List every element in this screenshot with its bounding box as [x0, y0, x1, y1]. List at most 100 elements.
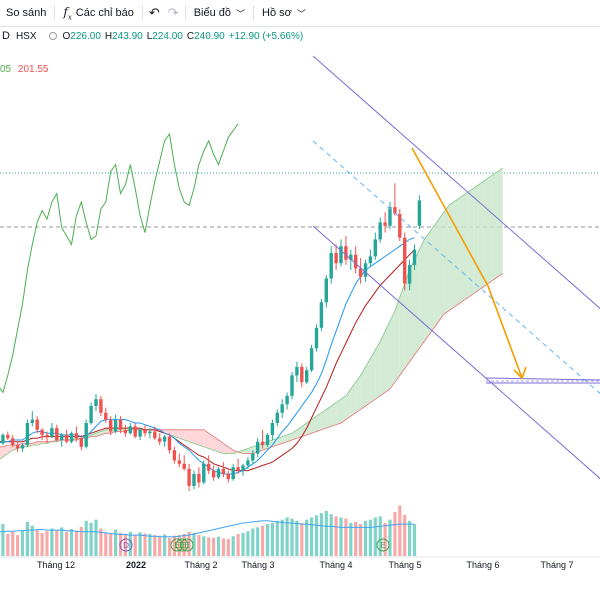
chart-menu-button[interactable]: Biểu đồ ﹀ [188, 0, 251, 26]
volume-bar [158, 535, 162, 556]
profile-menu-button[interactable]: Hồ sơ ﹀ [256, 0, 312, 26]
projection-arrow [411, 147, 523, 379]
volume-bar [251, 528, 255, 556]
volume-bar [212, 537, 216, 556]
ichimoku-cloud [331, 402, 337, 427]
candle-body [295, 366, 299, 376]
indicators-button[interactable]: fx Các chỉ báo [57, 0, 140, 26]
ohlc-legend: D HSX O 226.00 H 243.90 L 224.00 C 240.9… [0, 30, 307, 42]
arrow-head-icon [513, 366, 527, 380]
volume-bar [398, 505, 402, 556]
ichimoku-cloud [336, 399, 341, 425]
ichimoku-cloud [243, 448, 248, 454]
chart-menu-label: Biểu đồ [193, 7, 231, 19]
ichimoku-cloud [341, 395, 346, 423]
candle-body [207, 463, 211, 471]
chevron-down-icon: ﹀ [296, 8, 306, 19]
candle-body [94, 399, 98, 406]
volume-bar [270, 523, 274, 556]
volume-bar [128, 531, 132, 556]
candle-body [25, 423, 30, 446]
compare-button[interactable]: So sánh [0, 0, 52, 26]
event-marker-icon[interactable] [376, 538, 390, 552]
candle-body [280, 404, 284, 413]
ichimoku-cloud [301, 423, 307, 437]
candle-body [197, 474, 201, 483]
volume-bar [153, 535, 157, 556]
candle-body [285, 395, 289, 405]
candle-body [378, 222, 382, 240]
volume-bar [256, 527, 260, 556]
candle-body [305, 370, 309, 383]
ichimoku-cloud [350, 382, 356, 417]
candle-body [329, 253, 333, 279]
candle-body [172, 450, 177, 461]
volume-bar [11, 531, 15, 556]
low-key: L [146, 30, 153, 42]
event-marker-icon[interactable] [170, 538, 184, 552]
candle-body [123, 429, 128, 434]
event-marker-icon[interactable] [175, 538, 189, 552]
candle-body [231, 467, 235, 480]
volume-bar [349, 523, 353, 556]
candle-body [109, 419, 113, 432]
candle-body [412, 249, 417, 265]
ichimoku-cloud [385, 321, 390, 393]
ichimoku-cloud [42, 441, 47, 444]
candle-body [309, 348, 314, 371]
candle-body [182, 463, 186, 469]
high-value: 243.90 [112, 30, 143, 42]
ichimoku-cloud [321, 409, 327, 430]
candle-body [354, 254, 358, 269]
volume-bar [74, 530, 78, 556]
target-line [485, 377, 600, 381]
undo-icon[interactable]: ↶ [148, 5, 160, 20]
volume-bar [359, 524, 363, 556]
ichimoku-cloud [194, 429, 199, 446]
volume-ma-line [0, 520, 415, 538]
candle-body [64, 434, 69, 442]
event-marker-icon[interactable] [119, 538, 133, 552]
candle-body [202, 463, 206, 483]
volume-bar [79, 526, 83, 556]
ichimoku-cloud [326, 406, 332, 429]
candle-body [260, 441, 265, 446]
event-marker-icon[interactable] [180, 538, 194, 552]
ichimoku-cloud [218, 440, 224, 454]
candle-body [407, 264, 412, 284]
candle-body [349, 254, 353, 260]
ichimoku-cloud [306, 419, 312, 435]
candle-body [383, 222, 387, 226]
ichimoku-cloud [208, 433, 214, 451]
volume-bar [167, 537, 172, 556]
candle-body [216, 468, 221, 478]
x-axis-label: Tháng 6 [466, 560, 499, 570]
volume-bar [295, 520, 299, 556]
volume-bar [50, 528, 54, 556]
candle-body [1, 434, 5, 444]
volume-bar [236, 534, 240, 556]
candle-body [251, 453, 255, 461]
volume-bar [148, 534, 152, 556]
volume-bar [207, 537, 211, 556]
volume-bar [109, 533, 113, 556]
ichimoku-cloud [287, 433, 292, 442]
candle-body [158, 438, 162, 442]
volume-bar [197, 535, 201, 556]
volume-bar [84, 520, 88, 556]
close-key: C [186, 30, 195, 42]
ichimoku-cloud [37, 441, 43, 446]
candle-body [79, 438, 83, 447]
x-axis-label: Tháng 12 [37, 560, 75, 570]
event-marker-label: E [179, 541, 184, 550]
candle-body [69, 433, 74, 442]
symbol-name[interactable]: D [2, 30, 10, 42]
ichimoku-cloud [492, 171, 498, 281]
ichimoku-cloud [0, 446, 3, 460]
ichimoku-cloud [434, 219, 439, 328]
candle-body [40, 429, 44, 435]
candle-body [74, 433, 79, 439]
redo-icon[interactable]: ↷ [167, 5, 179, 20]
candle-body [246, 460, 250, 466]
